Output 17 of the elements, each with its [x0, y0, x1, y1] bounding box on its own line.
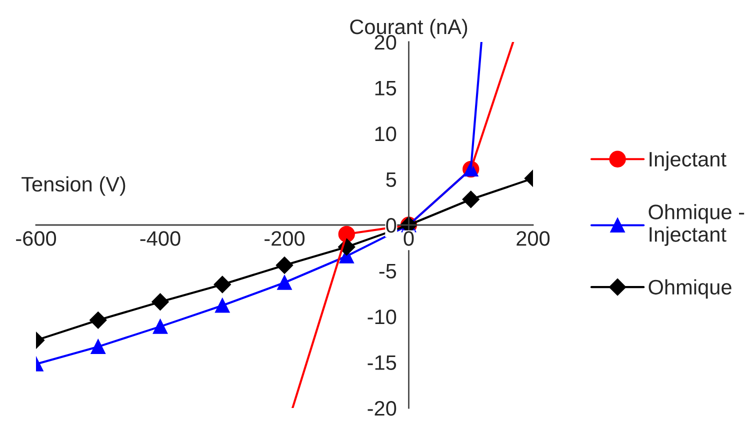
y-tick-label: 0	[386, 218, 396, 233]
x-tick-label: -400	[140, 231, 180, 246]
x-tick-label: -200	[264, 231, 305, 246]
y-tick-label: 15	[375, 80, 396, 96]
x-axis-title: Tension (V)	[22, 176, 126, 196]
y-tick-label: -15	[368, 355, 396, 370]
y-tick-label: 5	[386, 172, 396, 188]
legend-label: Ohmique	[648, 279, 732, 299]
x-tick-label: -600	[16, 231, 56, 246]
x-tick-label: 200	[516, 231, 550, 246]
y-tick-label: -20	[368, 401, 396, 416]
legend-label: Injectant	[650, 151, 726, 171]
x-tick-label: 0	[404, 231, 414, 246]
y-tick-label: -5	[379, 264, 396, 279]
legend-label: Ohmique - Injectant	[648, 204, 744, 246]
y-tick-label: -10	[368, 310, 396, 324]
y-tick-label: 10	[375, 126, 396, 142]
